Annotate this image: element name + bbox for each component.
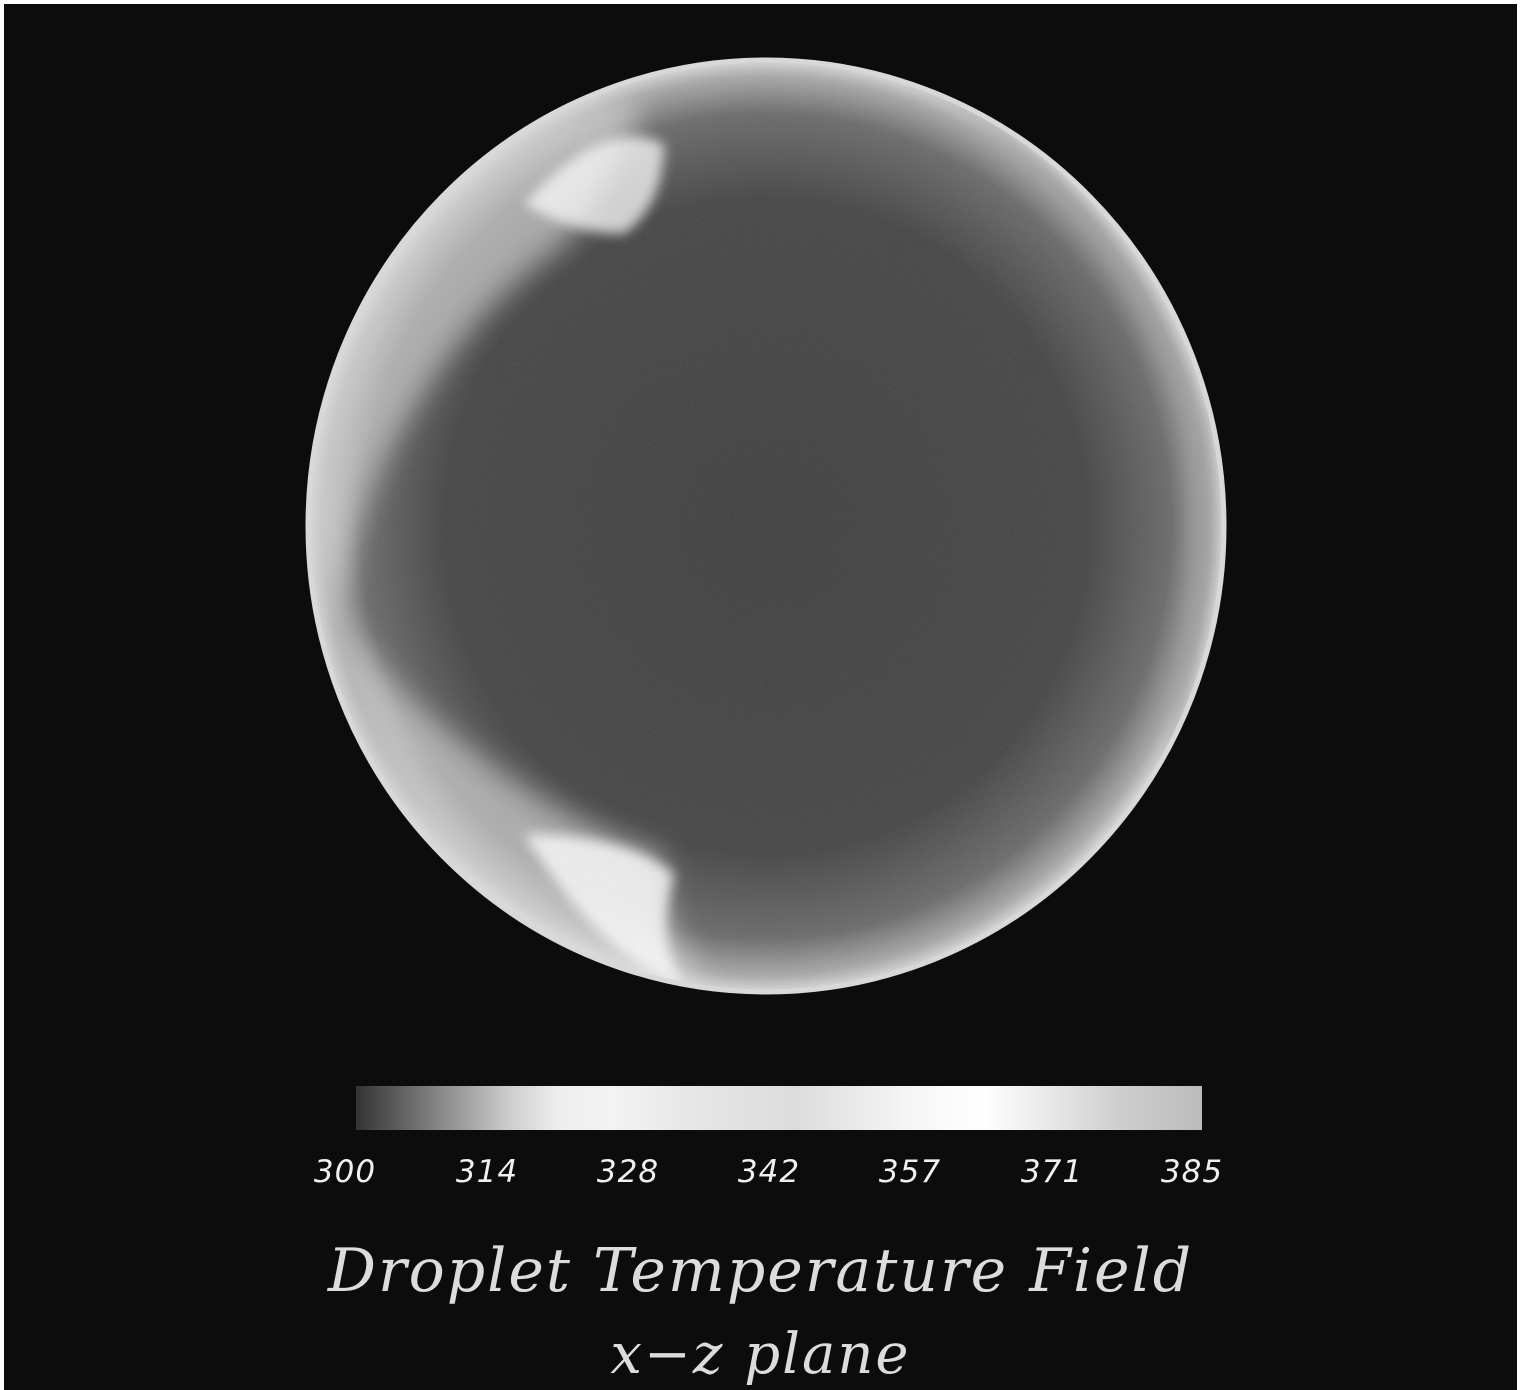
figure-frame: 300 314 328 342 357 371 385 Droplet Temp…	[4, 4, 1517, 1390]
droplet-temperature-image	[305, 57, 1227, 995]
figure-title: Droplet Temperature Field	[327, 1236, 1194, 1306]
colorbar	[356, 1086, 1202, 1130]
colorbar-tick: 371	[1020, 1154, 1084, 1190]
figure-subtitle: x−z plane	[610, 1322, 911, 1387]
colorbar-tick: 385	[1160, 1154, 1224, 1190]
droplet	[305, 57, 1227, 995]
colorbar-tick-labels: 300 314 328 342 357 371 385	[4, 1154, 1517, 1194]
droplet-surface	[305, 57, 1227, 995]
colorbar-tick: 357	[878, 1154, 942, 1190]
colorbar-tick: 342	[737, 1154, 801, 1190]
colorbar-tick: 314	[455, 1154, 519, 1190]
colorbar-tick: 328	[596, 1154, 660, 1190]
colorbar-tick: 300	[313, 1154, 377, 1190]
